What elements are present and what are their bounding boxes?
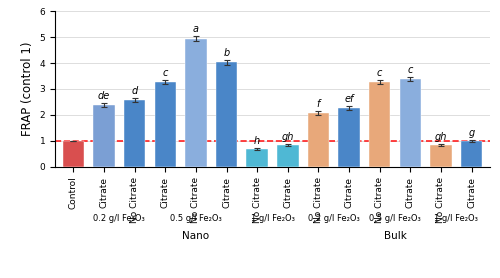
Bar xyxy=(216,63,238,167)
Text: h: h xyxy=(254,136,260,146)
Text: gh: gh xyxy=(282,131,294,142)
Text: a: a xyxy=(193,24,199,34)
Bar xyxy=(185,39,206,167)
Bar xyxy=(369,82,390,167)
Text: de: de xyxy=(98,91,110,101)
Bar xyxy=(277,145,298,167)
Text: Bulk: Bulk xyxy=(384,231,406,241)
Text: gh: gh xyxy=(435,131,447,142)
Text: b: b xyxy=(224,48,230,58)
Y-axis label: FRAP (control 1): FRAP (control 1) xyxy=(21,42,34,136)
Bar xyxy=(154,82,176,167)
Text: ef: ef xyxy=(344,94,354,104)
Bar xyxy=(400,79,421,167)
Text: 0.2 g/l Fe₂O₃: 0.2 g/l Fe₂O₃ xyxy=(308,214,360,223)
Bar xyxy=(62,141,84,167)
Bar xyxy=(430,145,452,167)
Text: Nano: Nano xyxy=(182,231,210,241)
Text: 0.5 g/l Fe₂O₃: 0.5 g/l Fe₂O₃ xyxy=(369,214,421,223)
Text: g: g xyxy=(468,128,474,138)
Bar xyxy=(124,100,146,167)
Bar xyxy=(94,105,114,167)
Text: 0.2 g/l Fe₂O₃: 0.2 g/l Fe₂O₃ xyxy=(94,214,145,223)
Text: f: f xyxy=(317,99,320,109)
Bar xyxy=(461,142,482,167)
Text: c: c xyxy=(377,68,382,78)
Text: 0.5 g/l Fe₂O₃: 0.5 g/l Fe₂O₃ xyxy=(170,214,222,223)
Text: c: c xyxy=(162,68,168,78)
Text: 1 g/l Fe₂O₃: 1 g/l Fe₂O₃ xyxy=(250,214,294,223)
Text: c: c xyxy=(408,65,413,75)
Bar xyxy=(308,113,329,167)
Bar xyxy=(338,108,360,167)
Text: 1 g/l Fe₂O₃: 1 g/l Fe₂O₃ xyxy=(434,214,478,223)
Bar xyxy=(246,149,268,167)
Text: d: d xyxy=(132,86,138,96)
